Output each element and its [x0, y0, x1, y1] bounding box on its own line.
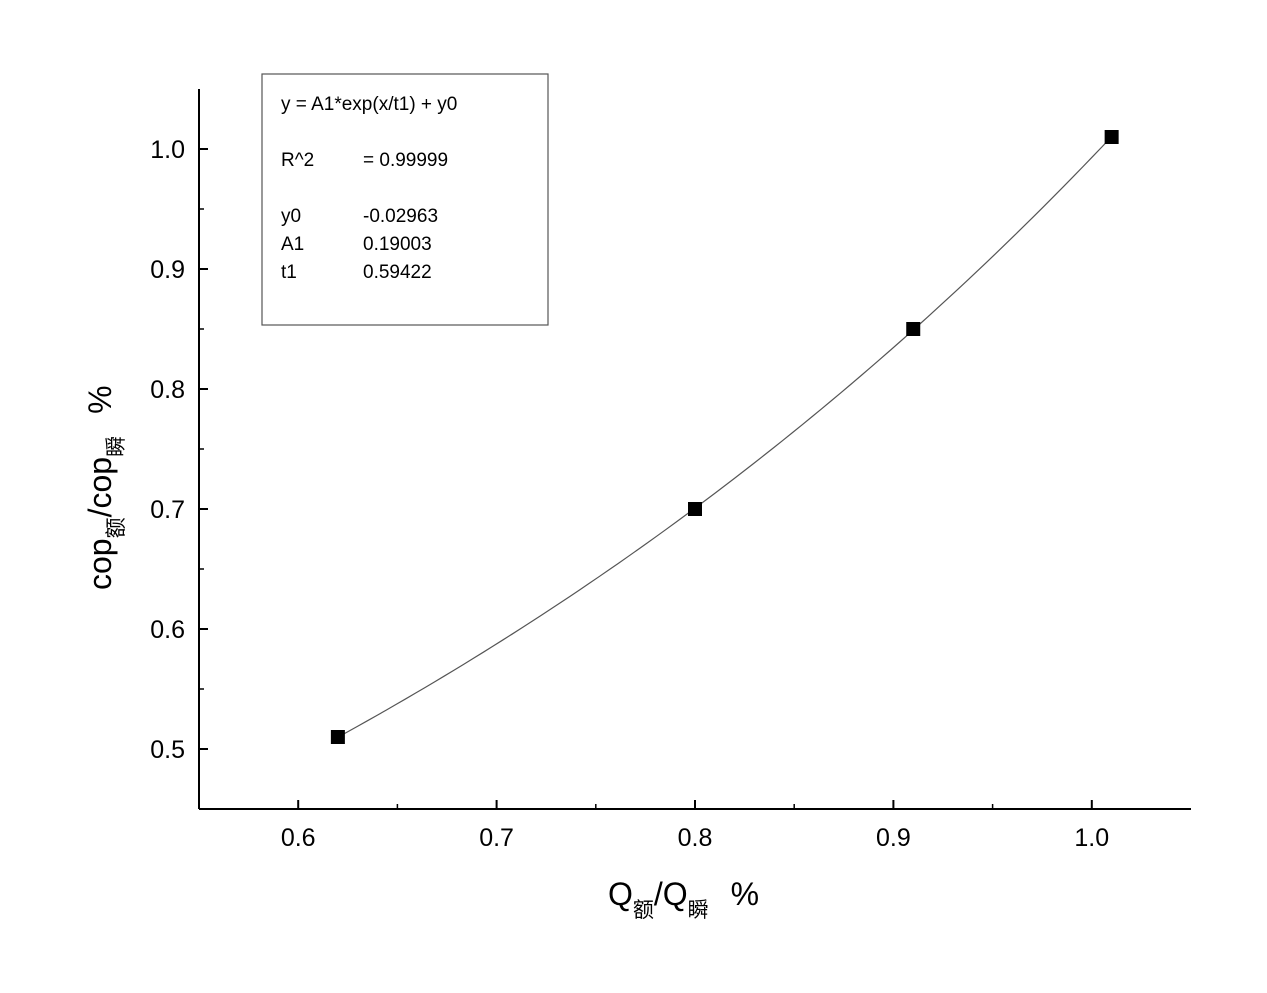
fit-r2-label: R^2: [281, 150, 314, 171]
y-axis-label-sub2: 瞬: [105, 436, 128, 457]
y-tick-label: 1.0: [150, 136, 185, 164]
y-axis-label: cop额/cop瞬%: [82, 385, 128, 590]
data-point: [1104, 130, 1119, 144]
x-tick-label: 0.6: [281, 824, 316, 852]
x-axis-label-sub2: 瞬: [688, 899, 709, 922]
x-ticks: 0.6 0.7 0.8 0.9 1.0: [281, 800, 1109, 852]
fit-param-name-t1: t1: [281, 262, 297, 283]
y-tick-label: 0.7: [150, 496, 185, 524]
fit-r2-value: = 0.99999: [363, 150, 448, 171]
x-tick-label: 0.7: [479, 824, 514, 852]
data-points: [330, 130, 1119, 744]
y-axis-label-unit: %: [82, 385, 118, 413]
data-point: [688, 502, 702, 516]
fit-equation: y = A1*exp(x/t1) + y0: [281, 94, 457, 115]
y-ticks: 0.5 0.6 0.7 0.8 0.9 1.0: [150, 136, 208, 764]
data-point: [906, 322, 921, 336]
fit-curve: [337, 136, 1113, 738]
x-tick-label: 1.0: [1074, 824, 1109, 852]
fit-param-value-t1: 0.59422: [363, 262, 432, 283]
x-axis-label-q2: /Q: [654, 876, 688, 912]
y-tick-label: 0.9: [150, 256, 185, 284]
fit-param-name-a1: A1: [281, 234, 304, 255]
y-axis-label-cop1: cop: [82, 538, 118, 590]
x-axis-label-q1: Q: [608, 876, 633, 912]
x-axis-label: Q额/Q瞬%: [608, 876, 759, 922]
x-tick-label: 0.9: [876, 824, 911, 852]
y-axis-label-sub1: 额: [105, 517, 128, 538]
y-tick-label: 0.5: [150, 736, 185, 764]
fit-results-box: y = A1*exp(x/t1) + y0 R^2 = 0.99999 y0 -…: [261, 73, 549, 326]
y-axis-label-cop2: /cop: [82, 457, 118, 517]
x-axis-label-sub1: 额: [633, 899, 654, 922]
data-point: [330, 730, 345, 744]
fit-results-frame: [261, 73, 549, 326]
fit-param-value-y0: -0.02963: [363, 206, 438, 227]
y-tick-label: 0.8: [150, 376, 185, 404]
x-axis-label-unit: %: [731, 876, 759, 912]
y-axis-label-group: cop额/cop瞬%: [82, 385, 128, 590]
fit-param-name-y0: y0: [281, 206, 301, 227]
y-tick-label: 0.6: [150, 616, 185, 644]
fit-param-value-a1: 0.19003: [363, 234, 432, 255]
x-tick-label: 0.8: [678, 824, 713, 852]
